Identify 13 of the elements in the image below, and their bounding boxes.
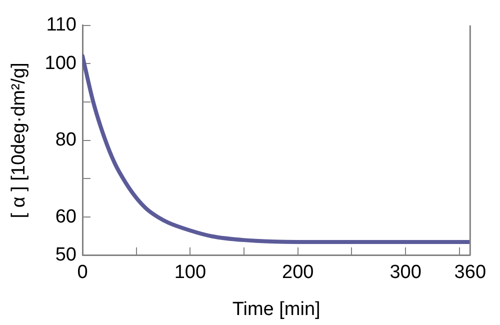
y-tick-label: 60 (55, 206, 76, 228)
x-tick-label: 200 (282, 262, 314, 284)
y-axis-title: [ α ] [10deg·dm²/g] (8, 62, 30, 218)
y-tick-label: 100 (44, 52, 76, 74)
y-tick-label: 80 (55, 130, 76, 151)
y-tick-label: 50 (55, 244, 76, 266)
line-series (82, 54, 470, 244)
x-tick-label: 0 (77, 262, 88, 284)
y-tick-label: 110 (46, 14, 76, 36)
x-axis-title: Time [min] (232, 298, 320, 320)
x-tick-label: 360 (454, 262, 486, 284)
x-tick-label: 300 (390, 262, 422, 284)
x-tick-label: 100 (174, 262, 206, 284)
